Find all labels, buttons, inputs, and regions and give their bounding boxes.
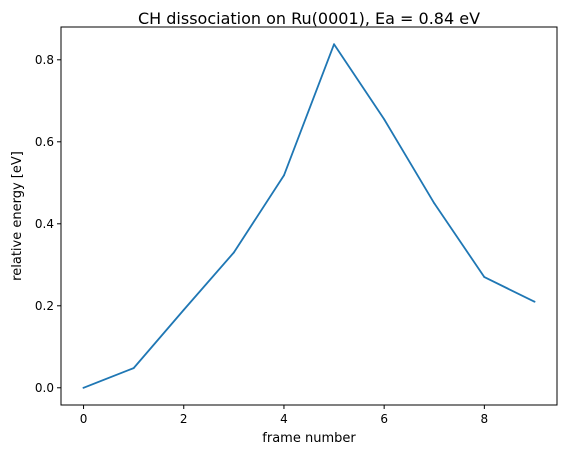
y-tick-label: 0.8 xyxy=(35,53,54,67)
data-point xyxy=(283,174,285,177)
y-tick-label: 0.6 xyxy=(35,135,54,149)
data-point xyxy=(333,43,335,46)
y-tick-label: 0.4 xyxy=(35,217,54,231)
y-axis-label: relative energy [eV] xyxy=(10,151,25,281)
plot-area: 0 2 4 6 8 0.0 0.2 0.4 0.6 0.8 xyxy=(35,26,558,426)
data-point xyxy=(533,300,536,303)
data-point xyxy=(182,308,185,311)
data-point xyxy=(383,118,386,121)
y-axis: 0.0 0.2 0.4 0.6 0.8 xyxy=(35,53,61,395)
x-tick-label: 8 xyxy=(481,412,489,426)
x-tick-label: 2 xyxy=(180,412,188,426)
x-tick-label: 0 xyxy=(80,412,88,426)
x-axis-label: frame number xyxy=(262,431,356,446)
chart-title: CH dissociation on Ru(0001), Ea = 0.84 e… xyxy=(138,9,480,28)
data-point xyxy=(483,276,486,278)
series-layer xyxy=(82,43,536,389)
y-tick-label: 0.2 xyxy=(35,299,54,313)
data-point xyxy=(232,251,235,254)
data-point-layer xyxy=(82,43,536,389)
x-tick-label: 4 xyxy=(280,412,288,426)
energy-series-line xyxy=(82,43,536,389)
data-point xyxy=(433,202,436,205)
x-axis: 0 2 4 6 8 xyxy=(80,405,488,426)
x-tick-label: 6 xyxy=(380,412,388,426)
data-point xyxy=(132,367,135,370)
axes-frame xyxy=(60,26,558,406)
data-point xyxy=(82,386,85,389)
y-tick-label: 0.0 xyxy=(35,381,54,395)
